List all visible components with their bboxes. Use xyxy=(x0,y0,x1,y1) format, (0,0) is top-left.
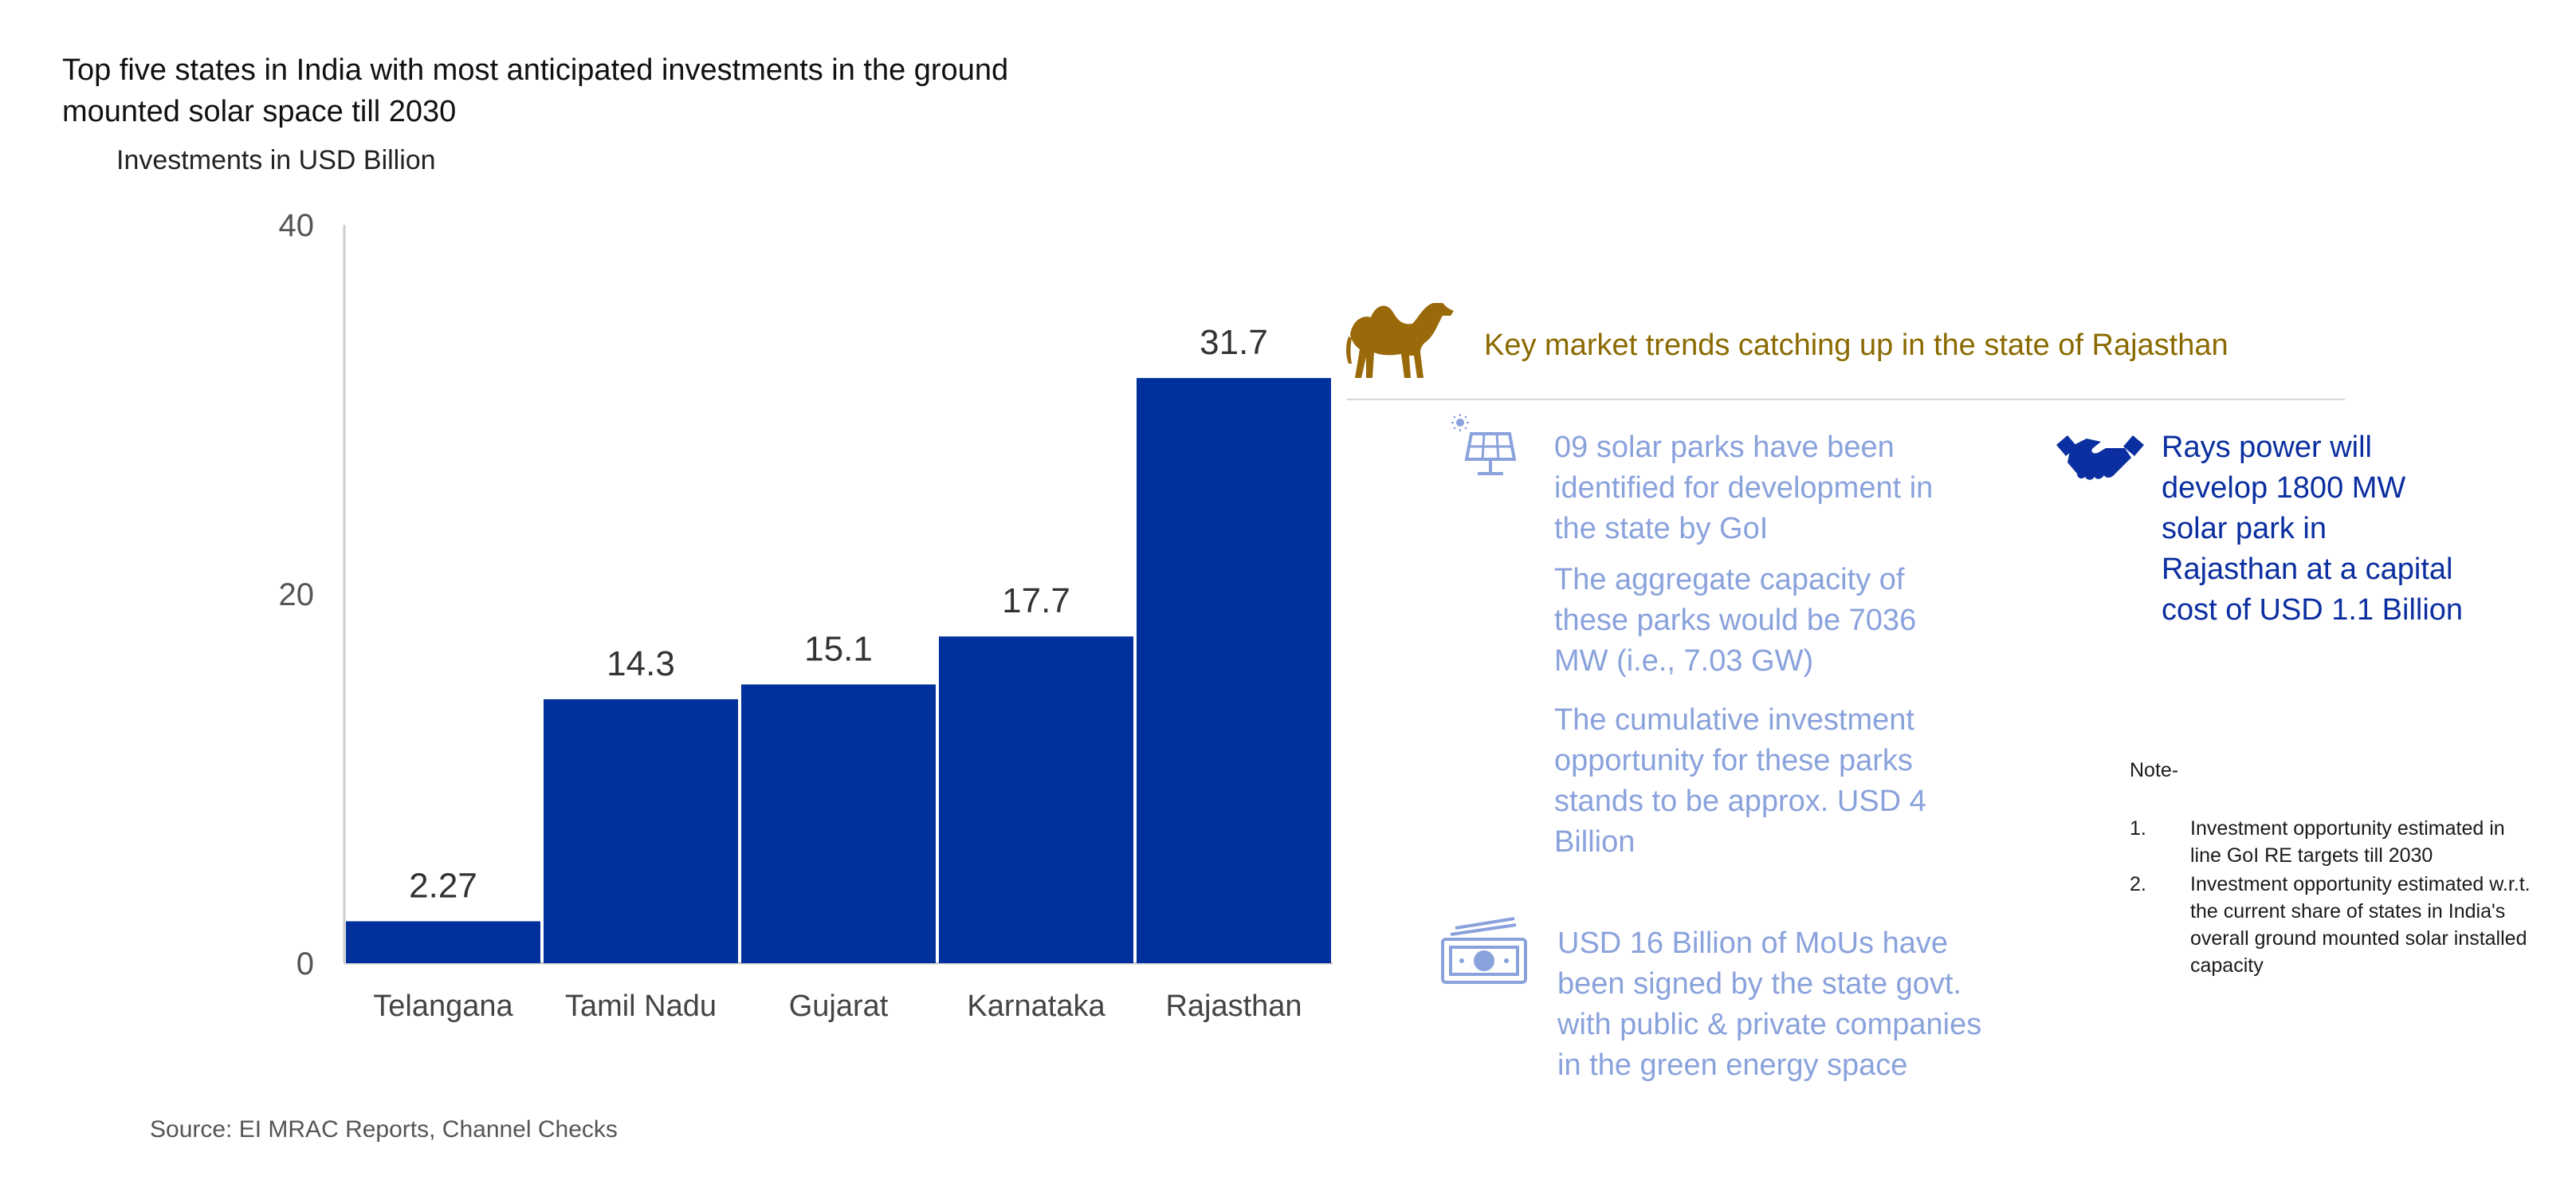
bar xyxy=(346,921,540,963)
investment-text: The cumulative investment opportunity fo… xyxy=(1554,703,1926,859)
y-tick-label: 20 xyxy=(279,577,315,612)
data-label: 31.7 xyxy=(1200,323,1268,362)
capacity-text: The aggregate capacity of these parks wo… xyxy=(1554,563,1917,678)
data-label: 2.27 xyxy=(409,866,477,905)
y-axis-label: Investments in USD Billion xyxy=(116,145,436,175)
divider xyxy=(1347,399,2345,400)
camel-icon xyxy=(1346,303,1454,378)
x-tick-label: Rajasthan xyxy=(1165,989,1302,1023)
y-tick-label: 40 xyxy=(279,208,315,243)
note-number: 1. xyxy=(2130,817,2146,840)
rays-power-text: Rays power will develop 1800 MW solar pa… xyxy=(2162,431,2464,627)
data-label: 14.3 xyxy=(607,644,675,683)
money-icon xyxy=(1441,917,1527,984)
mou-text: USD 16 Billion of MoUs have been signed … xyxy=(1557,927,1982,1082)
handshake-icon xyxy=(2056,435,2144,480)
source-text: Source: EI MRAC Reports, Channel Checks xyxy=(150,1116,618,1143)
solar-parks-text: 09 solar parks have been identified for … xyxy=(1554,431,1934,545)
bar-chart: 0 20 40 2.27 Telangana 14.3 Tamil Nadu 15.1 Guja… xyxy=(279,208,1333,1023)
chart-title: Top five states in India with most antic… xyxy=(62,53,1009,128)
note-number: 2. xyxy=(2130,873,2146,895)
trends-title: Key market trends catching up in the sta… xyxy=(1484,329,2228,362)
x-tick-label: Gujarat xyxy=(789,989,889,1023)
data-label: 17.7 xyxy=(1002,581,1070,620)
note-heading: Note- xyxy=(2130,759,2179,781)
bar xyxy=(939,636,1133,963)
bar xyxy=(1137,378,1331,963)
bar xyxy=(544,698,738,963)
x-tick-label: Karnataka xyxy=(967,989,1105,1023)
note-text: Investment opportunity estimated in line… xyxy=(2190,817,2505,867)
bar xyxy=(741,684,936,963)
x-tick-label: Tamil Nadu xyxy=(565,989,717,1023)
data-label: 15.1 xyxy=(804,629,873,668)
x-tick-label: Telangana xyxy=(373,989,513,1023)
y-tick-label: 0 xyxy=(296,946,314,982)
note-text: Investment opportunity estimated w.r.t. … xyxy=(2190,873,2531,977)
solar-panel-icon xyxy=(1451,414,1517,475)
